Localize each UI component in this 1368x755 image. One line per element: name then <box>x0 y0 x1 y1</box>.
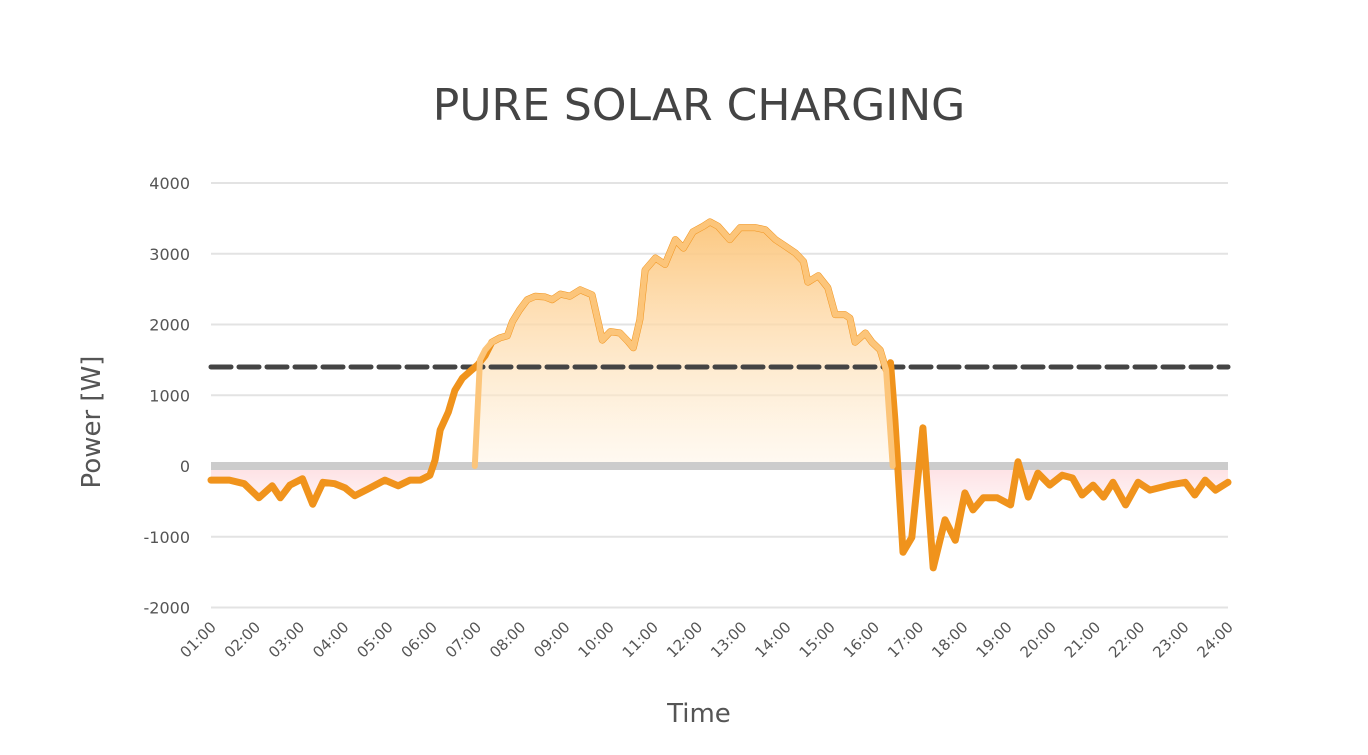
x-tick-label: 01:00 <box>177 618 220 661</box>
x-tick-label: 15:00 <box>796 618 839 661</box>
y-tick-label: -2000 <box>144 599 191 618</box>
x-axis-ticks: 01:00 02:00 03:00 04:00 05:00 06:00 07:00 08:00… <box>177 618 1237 661</box>
y-axis-ticks: 4000 3000 2000 1000 0 -1000 -2000 <box>144 174 191 618</box>
y-tick-label: 1000 <box>149 386 190 405</box>
chart-title: PURE SOLAR CHARGING <box>433 80 965 131</box>
x-tick-label: 11:00 <box>619 618 662 661</box>
grid-negative-area <box>211 466 1228 568</box>
x-tick-label: 05:00 <box>353 618 396 661</box>
x-tick-label: 10:00 <box>574 618 617 661</box>
plot-marks <box>207 218 1232 572</box>
x-tick-label: 18:00 <box>928 618 971 661</box>
x-tick-label: 09:00 <box>530 618 573 661</box>
x-tick-label: 02:00 <box>221 618 264 661</box>
x-tick-label: 13:00 <box>707 618 750 661</box>
x-tick-label: 23:00 <box>1149 618 1192 661</box>
x-tick-label: 17:00 <box>884 618 927 661</box>
x-tick-label: 24:00 <box>1194 618 1237 661</box>
x-tick-label: 20:00 <box>1017 618 1060 661</box>
x-axis-label: Time <box>666 699 731 729</box>
x-tick-label: 21:00 <box>1061 618 1104 661</box>
y-tick-label: 2000 <box>149 316 190 335</box>
x-tick-label: 08:00 <box>486 618 529 661</box>
y-axis-label: Power [W] <box>77 356 107 489</box>
solar-area <box>474 221 893 466</box>
x-tick-label: 19:00 <box>972 618 1015 661</box>
y-tick-label: 4000 <box>149 174 190 193</box>
solar-line <box>471 218 896 469</box>
x-tick-label: 06:00 <box>398 618 441 661</box>
y-tick-label: 0 <box>180 457 190 476</box>
x-tick-label: 04:00 <box>309 618 352 661</box>
x-tick-label: 14:00 <box>751 618 794 661</box>
y-tick-label: 3000 <box>149 245 190 264</box>
x-tick-label: 03:00 <box>265 618 308 661</box>
x-tick-label: 07:00 <box>442 618 485 661</box>
y-tick-label: -1000 <box>144 528 191 547</box>
x-tick-label: 12:00 <box>663 618 706 661</box>
x-tick-label: 22:00 <box>1105 618 1148 661</box>
x-tick-label: 16:00 <box>840 618 883 661</box>
